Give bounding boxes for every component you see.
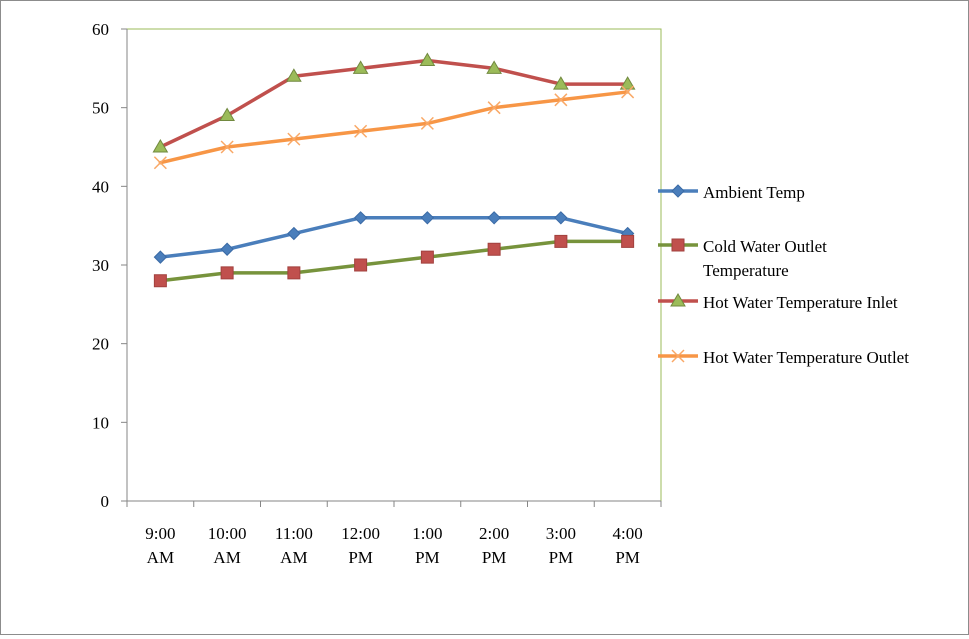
series-line xyxy=(158,239,630,283)
data-point-marker xyxy=(554,234,568,248)
data-point-marker xyxy=(354,258,368,272)
data-point-marker xyxy=(287,266,301,280)
legend-label: Hot Water Temperature Outlet xyxy=(703,348,909,367)
data-point-marker xyxy=(287,132,301,146)
series-4 xyxy=(153,85,635,170)
data-point-marker xyxy=(420,211,435,225)
x-tick-label-line: PM xyxy=(348,548,373,567)
legend-item: Hot Water Temperature Outlet xyxy=(658,348,909,367)
series-line xyxy=(158,90,630,165)
y-tick-label: 10 xyxy=(92,413,109,432)
x-tick-label-line: 1:00 xyxy=(412,524,442,543)
legend-label-line: Ambient Temp xyxy=(703,183,805,202)
x-tick-label: 9:00 AM xyxy=(145,524,175,567)
x-tick-label-line: 12:00 xyxy=(341,524,380,543)
x-tick-label-line: 10:00 xyxy=(208,524,247,543)
legend-item: Cold Water Outlet Temperature xyxy=(658,237,827,280)
data-point-marker xyxy=(487,211,501,225)
data-point-marker xyxy=(153,274,167,288)
data-point-marker xyxy=(352,60,369,74)
legend-label: Ambient Temp xyxy=(703,183,805,202)
data-point-marker xyxy=(621,234,635,248)
y-tick-label: 60 xyxy=(92,20,109,39)
data-point-marker xyxy=(487,242,501,256)
x-tick-label: 10:00 AM xyxy=(208,524,247,567)
x-tick-label-line: PM xyxy=(482,548,507,567)
data-point-marker xyxy=(486,60,502,74)
legend: Ambient Temp Cold Water Outlet Temperature… xyxy=(658,183,909,367)
data-point-marker xyxy=(420,116,434,130)
x-tick-label-line: PM xyxy=(549,548,574,567)
x-tick-label-line: 9:00 xyxy=(145,524,175,543)
data-point-marker xyxy=(554,211,568,225)
data-point-marker xyxy=(619,76,636,90)
data-point-marker xyxy=(152,139,169,153)
series-3 xyxy=(152,52,636,153)
x-tick-label-line: AM xyxy=(280,548,307,567)
y-tick-label: 20 xyxy=(92,335,109,354)
data-point-marker xyxy=(353,211,368,225)
series-2 xyxy=(153,234,635,288)
data-point-marker xyxy=(220,242,234,256)
x-tick-label-line: PM xyxy=(615,548,640,567)
data-point-marker xyxy=(220,140,234,154)
legend-label-line: Hot Water Temperature Inlet xyxy=(703,293,898,312)
data-point-marker xyxy=(354,124,368,138)
data-point-marker xyxy=(287,226,301,241)
data-point-marker xyxy=(286,68,302,82)
legend-item: Ambient Temp xyxy=(658,183,805,202)
x-tick-label-line: 3:00 xyxy=(546,524,576,543)
legend-label-line: Hot Water Temperature Outlet xyxy=(703,348,909,367)
series-line xyxy=(158,58,630,149)
x-tick-label-line: AM xyxy=(213,548,240,567)
legend-marker xyxy=(670,293,686,307)
plot-area-border xyxy=(126,28,662,502)
legend-label: Cold Water Outlet Temperature xyxy=(703,237,827,280)
legend-label: Hot Water Temperature Inlet xyxy=(703,293,898,312)
data-point-marker xyxy=(487,101,501,115)
data-point-marker xyxy=(220,266,234,280)
x-tick-label: 11:00 AM xyxy=(275,524,313,567)
x-tick-label-line: 4:00 xyxy=(613,524,643,543)
y-tick-label: 50 xyxy=(92,99,109,118)
legend-marker xyxy=(671,349,685,363)
plot-area xyxy=(126,28,662,502)
x-tick-label-line: 2:00 xyxy=(479,524,509,543)
x-tick-label-line: AM xyxy=(147,548,174,567)
legend-marker xyxy=(671,184,685,198)
data-point-marker xyxy=(420,250,434,264)
legend-label-line: Temperature xyxy=(703,261,789,280)
y-tick-label: 40 xyxy=(92,177,109,196)
data-point-marker xyxy=(554,93,568,107)
x-tick-label: 4:00 PM xyxy=(613,524,643,567)
data-point-marker xyxy=(219,107,235,122)
y-tick-label: 30 xyxy=(92,256,109,275)
x-tick-label: 12:00 PM xyxy=(341,524,380,567)
x-tick-label-line: 11:00 xyxy=(275,524,313,543)
y-axis: 0 10 20 30 40 50 60 xyxy=(92,20,128,511)
x-tick-label: 2:00 PM xyxy=(479,524,509,567)
data-point-marker xyxy=(553,76,569,90)
x-tick-label: 3:00 PM xyxy=(546,524,576,567)
data-point-marker xyxy=(419,52,436,66)
x-tick-label: 1:00 PM xyxy=(412,524,442,567)
y-tick-label: 0 xyxy=(101,492,110,511)
series-layer xyxy=(152,52,636,288)
data-point-marker xyxy=(153,250,168,264)
series-line xyxy=(158,216,630,259)
legend-marker xyxy=(671,238,685,252)
legend-item: Hot Water Temperature Inlet xyxy=(658,293,898,312)
legend-label-line: Cold Water Outlet xyxy=(703,237,827,256)
data-point-marker xyxy=(153,156,167,170)
data-point-marker xyxy=(621,85,635,99)
x-tick-label-line: PM xyxy=(415,548,440,567)
